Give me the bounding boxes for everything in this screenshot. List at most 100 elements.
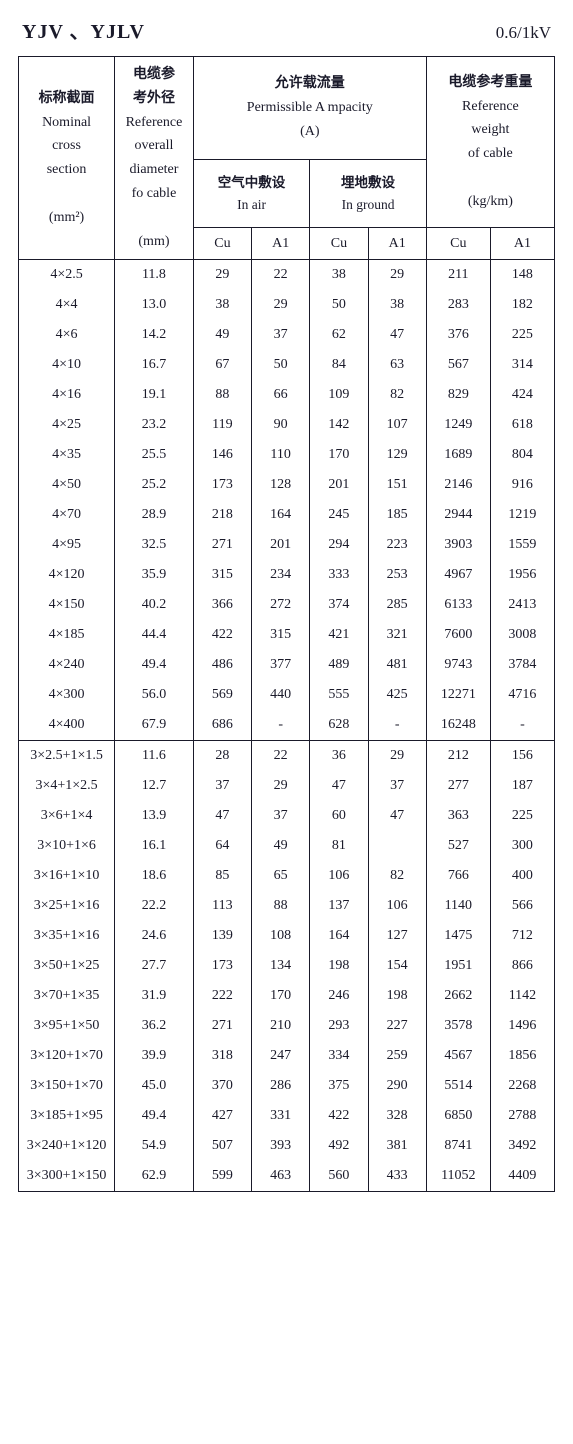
cell: 35.9 [115, 560, 194, 590]
cell: 686 [193, 710, 251, 741]
table-row: 3×300+1×15062.9599463560433110524409 [19, 1161, 555, 1192]
cell: 286 [252, 1071, 310, 1101]
cell: 6133 [426, 590, 490, 620]
cell: 334 [310, 1041, 368, 1071]
cell: 37 [193, 771, 251, 801]
cell: 422 [310, 1101, 368, 1131]
cell: 425 [368, 680, 426, 710]
cell: 24.6 [115, 921, 194, 951]
table-row: 3×25+1×1622.2113881371061140566 [19, 891, 555, 921]
cell: 211 [426, 260, 490, 291]
cell: 3×50+1×25 [19, 951, 115, 981]
cell: 210 [252, 1011, 310, 1041]
cell: 492 [310, 1131, 368, 1161]
cell: 481 [368, 650, 426, 680]
cell: 127 [368, 921, 426, 951]
cell: 82 [368, 861, 426, 891]
cell: 47 [368, 801, 426, 831]
table-row: 4×18544.442231542132176003008 [19, 620, 555, 650]
cell: 4×300 [19, 680, 115, 710]
table-row: 3×240+1×12054.950739349238187413492 [19, 1131, 555, 1161]
cell: 227 [368, 1011, 426, 1041]
cell: 29 [252, 771, 310, 801]
table-row: 3×150+1×7045.037028637529055142268 [19, 1071, 555, 1101]
cell: 3492 [490, 1131, 554, 1161]
cell: 271 [193, 530, 251, 560]
cell: 628 [310, 710, 368, 741]
cell: 12.7 [115, 771, 194, 801]
cell: 272 [252, 590, 310, 620]
cell: 2268 [490, 1071, 554, 1101]
cell: 25.5 [115, 440, 194, 470]
cell: 555 [310, 680, 368, 710]
cell: 314 [490, 350, 554, 380]
cell: 2662 [426, 981, 490, 1011]
cell: 129 [368, 440, 426, 470]
cell: 13.0 [115, 290, 194, 320]
table-row: 4×413.038295038283182 [19, 290, 555, 320]
title-right: 0.6/1kV [496, 23, 551, 43]
header-weight-al: A1 [490, 228, 554, 260]
cell: 39.9 [115, 1041, 194, 1071]
cell: 245 [310, 500, 368, 530]
table-row: 4×15040.236627237428561332413 [19, 590, 555, 620]
cell: 49.4 [115, 650, 194, 680]
cell: 3903 [426, 530, 490, 560]
cell: 4×2.5 [19, 260, 115, 291]
cell: - [490, 710, 554, 741]
cell: 50 [252, 350, 310, 380]
cell: 3×16+1×10 [19, 861, 115, 891]
cell: 507 [193, 1131, 251, 1161]
cell: 170 [252, 981, 310, 1011]
cell: 6850 [426, 1101, 490, 1131]
cell: 201 [310, 470, 368, 500]
table-row: 3×120+1×7039.931824733425945671856 [19, 1041, 555, 1071]
cell: 290 [368, 1071, 426, 1101]
cell: 44.4 [115, 620, 194, 650]
header-ampacity: 允许载流量 Permissible A mpacity (A) [193, 57, 426, 160]
cell: 164 [252, 500, 310, 530]
cell: 1475 [426, 921, 490, 951]
table-row: 3×70+1×3531.922217024619826621142 [19, 981, 555, 1011]
table-row: 4×40067.9686-628-16248- [19, 710, 555, 741]
cell: 285 [368, 590, 426, 620]
cell: 424 [490, 380, 554, 410]
cell: 4409 [490, 1161, 554, 1192]
cell: 4×240 [19, 650, 115, 680]
cell: 4×25 [19, 410, 115, 440]
cell: 363 [426, 801, 490, 831]
table-row: 4×614.249376247376225 [19, 320, 555, 350]
table-row: 4×24049.448637748948197433784 [19, 650, 555, 680]
cell: 2944 [426, 500, 490, 530]
cell: 712 [490, 921, 554, 951]
cell: 11052 [426, 1161, 490, 1192]
cell: 63 [368, 350, 426, 380]
cell: 433 [368, 1161, 426, 1192]
table-row: 4×3525.51461101701291689804 [19, 440, 555, 470]
cell: 829 [426, 380, 490, 410]
cell: 4×6 [19, 320, 115, 350]
cell: 366 [193, 590, 251, 620]
cell: 463 [252, 1161, 310, 1192]
cell: 212 [426, 741, 490, 772]
cell: 47 [368, 320, 426, 350]
table-row: 4×1016.767508463567314 [19, 350, 555, 380]
cell: 66 [252, 380, 310, 410]
cell: 142 [310, 410, 368, 440]
cell: 3×185+1×95 [19, 1101, 115, 1131]
cell: 4×185 [19, 620, 115, 650]
cable-spec-table: 标称截面 Nominal cross section (mm²) 电缆参 考外径… [18, 56, 555, 1192]
cell: 11.6 [115, 741, 194, 772]
table-row: 3×10+1×616.1644981527300 [19, 831, 555, 861]
table-row: 3×16+1×1018.6856510682766400 [19, 861, 555, 891]
cell: 13.9 [115, 801, 194, 831]
cell: 3×300+1×150 [19, 1161, 115, 1192]
cell: 3×120+1×70 [19, 1041, 115, 1071]
cell: 36 [310, 741, 368, 772]
cell: 374 [310, 590, 368, 620]
cell: 321 [368, 620, 426, 650]
cell: 3008 [490, 620, 554, 650]
cell: 106 [310, 861, 368, 891]
cell: 3×10+1×6 [19, 831, 115, 861]
cell: 375 [310, 1071, 368, 1101]
